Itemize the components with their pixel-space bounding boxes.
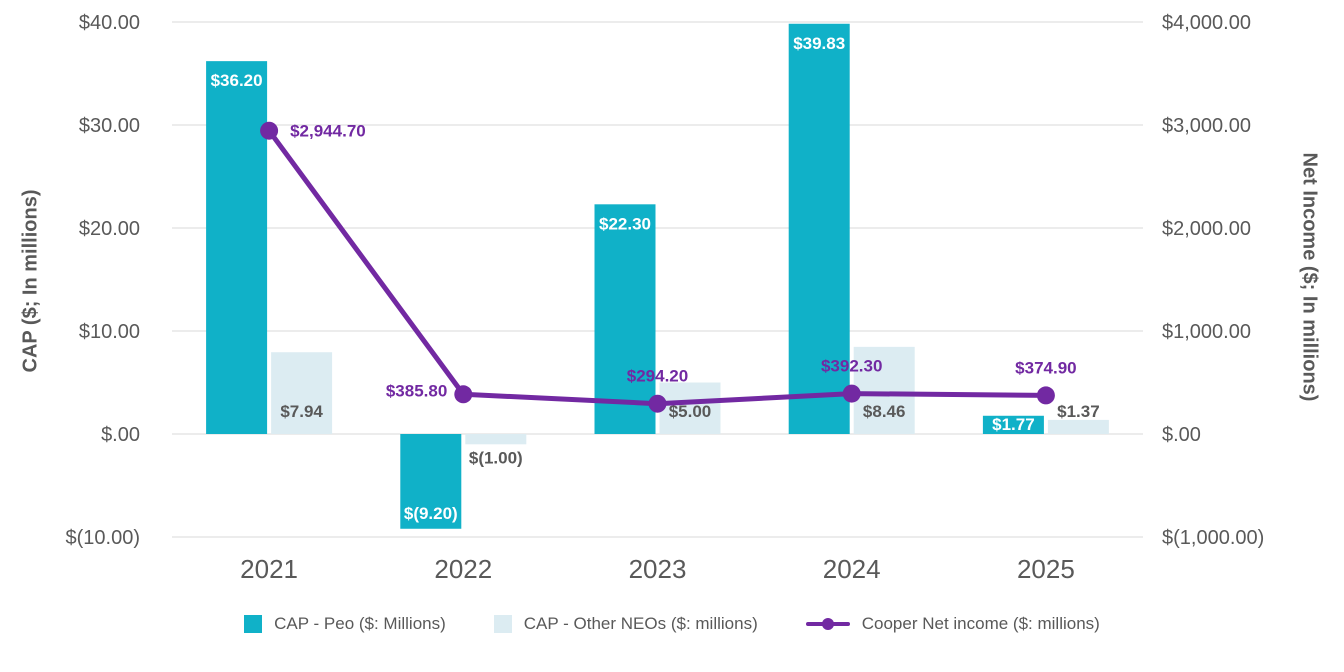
x-tick-label-2024: 2024 bbox=[823, 554, 881, 584]
right-axis-tick-label: $3,000.00 bbox=[1162, 115, 1251, 137]
line-label-2024: $392.30 bbox=[821, 357, 882, 376]
legend-label-net-income: Cooper Net income ($: millions) bbox=[861, 614, 1100, 633]
cap-peo-swatch-icon bbox=[244, 615, 263, 633]
bar-label-neos-2025: $1.37 bbox=[1057, 402, 1100, 421]
right-axis-tick-label: $1,000.00 bbox=[1162, 321, 1251, 343]
cap-other-neos-swatch-icon bbox=[493, 615, 512, 633]
legend-item-net-income: Cooper Net income ($: millions) bbox=[805, 614, 1100, 634]
net-income-line bbox=[266, 128, 1049, 407]
right-axis-title: Net Income ($; In millions) bbox=[1298, 152, 1321, 402]
right-axis-tick-label: $4,000.00 bbox=[1162, 12, 1251, 34]
net-income-point-2024 bbox=[842, 384, 861, 403]
bar-neos-2021 bbox=[271, 352, 333, 434]
right-axis-tick-label: $(1,000.00) bbox=[1162, 527, 1264, 549]
left-axis-tick-label: $(10.00) bbox=[66, 527, 141, 549]
line-label-2023: $294.20 bbox=[627, 367, 688, 386]
x-tick-label-2025: 2025 bbox=[1017, 554, 1075, 584]
legend-item-cap-other-neos: CAP - Other NEOs ($: millions) bbox=[493, 614, 758, 634]
net-income-point-2021 bbox=[260, 121, 279, 140]
line-label-2022: $385.80 bbox=[386, 381, 447, 400]
line-label-2025: $374.90 bbox=[1015, 358, 1076, 377]
bar-label-neos-2024: $8.46 bbox=[863, 402, 906, 421]
left-axis-tick-label: $30.00 bbox=[79, 115, 140, 137]
left-axis-tick-label: $10.00 bbox=[79, 321, 140, 343]
bar-label-peo-2021: $36.20 bbox=[211, 71, 263, 90]
x-tick-label-2022: 2022 bbox=[434, 554, 492, 584]
net-income-line-icon bbox=[805, 617, 850, 631]
net-income-point-2025 bbox=[1036, 386, 1055, 405]
net-income-point-2023 bbox=[648, 394, 667, 413]
net-income-point-2022 bbox=[454, 385, 473, 404]
left-axis-tick-label: $20.00 bbox=[79, 218, 140, 240]
line-label-2021: $2,944.70 bbox=[290, 122, 366, 141]
legend-item-cap-peo: CAP - Peo ($: Millions) bbox=[244, 614, 446, 634]
legend-label-cap-other-neos: CAP - Other NEOs ($: millions) bbox=[523, 614, 758, 633]
x-tick-label-2021: 2021 bbox=[240, 554, 298, 584]
left-axis-tick-label: $.00 bbox=[101, 424, 140, 446]
legend: CAP - Peo ($: Millions) CAP - Other NEOs… bbox=[0, 614, 1344, 634]
bar-label-neos-2022: $(1.00) bbox=[469, 448, 523, 467]
left-axis-title: CAP ($; In millions) bbox=[19, 189, 42, 373]
legend-label-cap-peo: CAP - Peo ($: Millions) bbox=[274, 614, 446, 633]
bar-neos-2024 bbox=[853, 346, 915, 434]
bar-neos-2022 bbox=[465, 434, 527, 445]
bar-peo-2022 bbox=[400, 434, 462, 529]
bar-label-peo-2023: $22.30 bbox=[599, 214, 651, 233]
right-axis-tick-label: $2,000.00 bbox=[1162, 218, 1251, 240]
bar-label-peo-2022: $(9.20) bbox=[404, 504, 458, 523]
bar-neos-2025 bbox=[1047, 419, 1109, 434]
bar-neos-2023 bbox=[659, 382, 721, 434]
right-axis-tick-label: $.00 bbox=[1162, 424, 1201, 446]
bar-peo-2021 bbox=[206, 61, 268, 434]
bar-peo-2023 bbox=[594, 204, 656, 434]
bar-label-neos-2023: $5.00 bbox=[669, 402, 712, 421]
bar-label-peo-2024: $39.83 bbox=[793, 34, 845, 53]
bar-label-peo-2025: $1.77 bbox=[992, 415, 1035, 434]
plot-area: $40.00 $30.00 $20.00 $10.00 $.00 $(10.00) $4,0… bbox=[66, 12, 1265, 584]
bar-label-neos-2021: $7.94 bbox=[280, 402, 323, 421]
x-tick-label-2023: 2023 bbox=[629, 554, 687, 584]
left-axis-tick-label: $40.00 bbox=[79, 12, 140, 34]
bar-peo-2024 bbox=[788, 23, 850, 434]
bar-peo-2025 bbox=[982, 415, 1044, 434]
